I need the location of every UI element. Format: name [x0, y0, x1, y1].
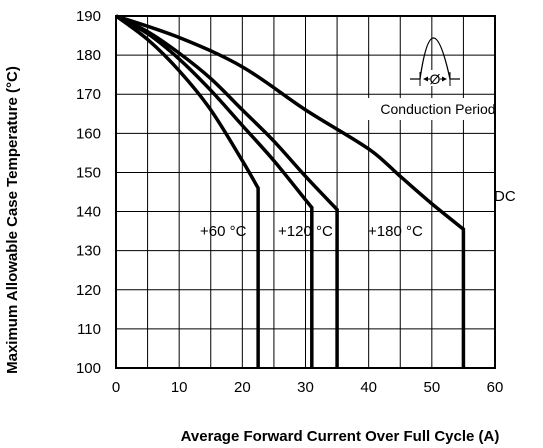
- x-tick-label: 50: [423, 379, 440, 396]
- series-curves: [114, 14, 466, 368]
- y-tick-labels: 100 110 120 130 140 150 160 170 180 190: [76, 8, 101, 377]
- label-series-dc: DC: [494, 188, 516, 205]
- plot-frame: [115, 15, 496, 369]
- label-series-120: +120 °C: [278, 223, 333, 240]
- y-tick-label: 160: [76, 125, 101, 142]
- series-line-3: [115, 14, 466, 368]
- y-tick-label: 120: [76, 282, 101, 299]
- conduction-waveform-icon: [410, 37, 460, 80]
- y-tick-label: 130: [76, 243, 101, 260]
- y-tick-label: 140: [76, 204, 101, 221]
- conduction-period-label: Conduction Period: [380, 101, 495, 117]
- series-line-0: [114, 14, 260, 368]
- y-tick-label: 100: [76, 360, 101, 377]
- x-tick-label: 0: [112, 379, 120, 396]
- x-tick-label: 30: [297, 379, 314, 396]
- label-series-180: +180 °C: [368, 223, 423, 240]
- y-tick-label: 190: [76, 8, 101, 25]
- y-axis-title: Maximum Allowable Case Temperature (°C): [4, 66, 21, 374]
- y-tick-label: 150: [76, 164, 101, 181]
- conduction-symbol: Ø: [430, 71, 441, 87]
- y-tick-label: 110: [77, 321, 101, 338]
- label-series-60: +60 °C: [200, 223, 247, 240]
- x-tick-label: 60: [487, 379, 504, 396]
- x-tick-label: 20: [234, 379, 251, 396]
- conduction-period-inset: Ø Conduction Period: [360, 37, 496, 120]
- y-tick-label: 180: [76, 47, 101, 64]
- x-tick-label: 40: [360, 379, 377, 396]
- x-tick-label: 10: [171, 379, 188, 396]
- series-line-1: [115, 14, 314, 368]
- y-tick-label: 170: [76, 86, 101, 103]
- x-tick-labels: 0 10 20 30 40 50 60: [112, 379, 504, 396]
- series-line-2: [115, 14, 339, 368]
- x-axis-title: Average Forward Current Over Full Cycle …: [181, 428, 500, 445]
- grid-lines: [116, 16, 495, 368]
